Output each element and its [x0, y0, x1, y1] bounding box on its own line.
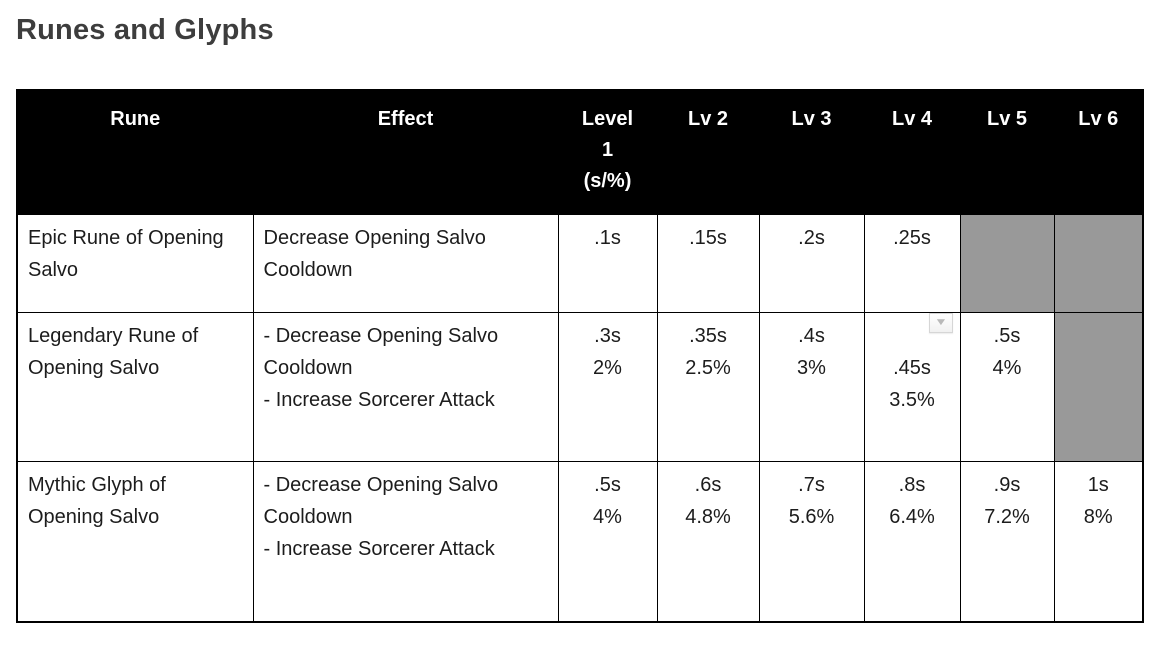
rune-name-cell: Mythic Glyph of Opening Salvo	[16, 460, 254, 623]
table-row-epic-rune: Epic Rune of Opening Salvo Decrease Open…	[16, 213, 1144, 313]
level-1-cell: .3s 2%	[557, 311, 658, 462]
lv-5-cell: .5s 4%	[959, 311, 1055, 462]
effect-cell: Decrease Opening Salvo Cooldown	[252, 213, 559, 313]
header-cell-lv-3: Lv 3	[758, 89, 865, 215]
header-cell-rune: Rune	[16, 89, 254, 215]
dropdown-arrow-icon: ▼	[933, 316, 948, 328]
lv-3-cell: .4s 3%	[758, 311, 865, 462]
cell-dropdown-button[interactable]: ▼	[928, 312, 953, 333]
lv-5-cell-unavailable	[959, 213, 1055, 313]
lv-6-cell-unavailable	[1053, 311, 1144, 462]
rune-name-cell: Legendary Rune of Opening Salvo	[16, 311, 254, 462]
table-row-mythic-glyph: Mythic Glyph of Opening Salvo - Decrease…	[16, 460, 1144, 623]
lv-4-cell: .8s 6.4%	[863, 460, 961, 623]
header-cell-effect: Effect	[252, 89, 559, 215]
lv-2-cell: .35s 2.5%	[656, 311, 760, 462]
level-1-cell: .5s 4%	[557, 460, 658, 623]
lv-6-cell-unavailable	[1053, 213, 1144, 313]
lv-4-cell: .45s 3.5% ▼	[863, 311, 961, 462]
table-header-row: Rune Effect Level 1 (s/%) Lv 2 Lv 3 Lv 4…	[16, 89, 1144, 215]
header-cell-lv-2: Lv 2	[656, 89, 760, 215]
header-cell-lv-6: Lv 6	[1053, 89, 1144, 215]
lv-3-cell: .7s 5.6%	[758, 460, 865, 623]
runes-and-glyphs-table: Rune Effect Level 1 (s/%) Lv 2 Lv 3 Lv 4…	[16, 89, 1144, 623]
lv-2-cell: .6s 4.8%	[656, 460, 760, 623]
effect-cell: - Decrease Opening Salvo Cooldown - Incr…	[252, 460, 559, 623]
lv-4-cell-value: .45s 3.5%	[889, 356, 935, 411]
level-1-cell: .1s	[557, 213, 658, 313]
header-cell-lv-4: Lv 4	[863, 89, 961, 215]
table-row-legendary-rune: Legendary Rune of Opening Salvo - Decrea…	[16, 311, 1144, 462]
lv-2-cell: .15s	[656, 213, 760, 313]
header-cell-level-1: Level 1 (s/%)	[557, 89, 658, 215]
page-title: Runes and Glyphs	[16, 14, 274, 46]
rune-name-cell: Epic Rune of Opening Salvo	[16, 213, 254, 313]
effect-cell: - Decrease Opening Salvo Cooldown - Incr…	[252, 311, 559, 462]
lv-6-cell: 1s 8%	[1053, 460, 1144, 623]
header-cell-lv-5: Lv 5	[959, 89, 1055, 215]
lv-4-cell: .25s	[863, 213, 961, 313]
lv-3-cell: .2s	[758, 213, 865, 313]
lv-5-cell: .9s 7.2%	[959, 460, 1055, 623]
